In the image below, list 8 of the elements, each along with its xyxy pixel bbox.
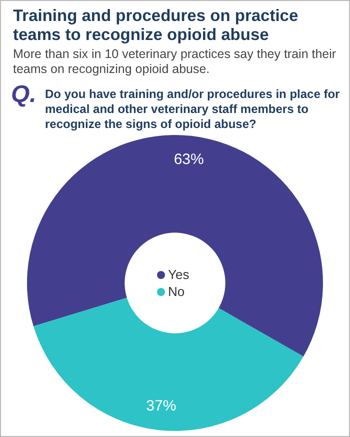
text: Q. [11, 81, 36, 109]
legend-label: No [167, 283, 186, 300]
text: Do you have training and/or procedures in place for medical and other veterinary staff members to recognize the signs of opioid abuse? [45, 87, 341, 132]
data-label: 37% [146, 398, 176, 415]
chart-title: Training and procedures on practice teams to recognize opioid abuse [13, 7, 300, 45]
chart-subtitle: More than six in 10 veterinary practices say they train their teams on recognizing opioid abuse. [13, 47, 338, 77]
legend-label: Yes [167, 266, 190, 283]
data-label: 63% [174, 150, 204, 168]
